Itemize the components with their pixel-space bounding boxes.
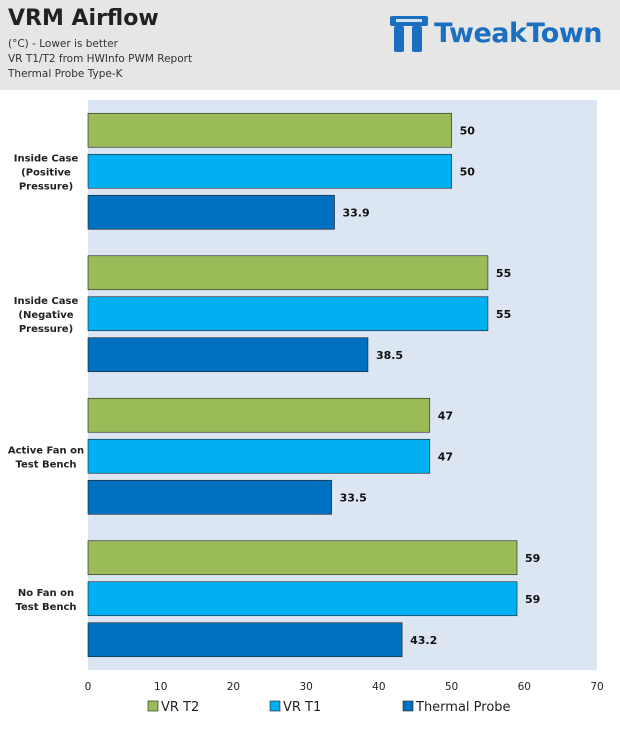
category-label: Pressure): [19, 324, 73, 335]
x-tick-label: 70: [590, 681, 603, 693]
category-label: Test Bench: [15, 602, 76, 613]
subtitle-line-2: VR T1/T2 from HWInfo PWM Report: [8, 53, 193, 65]
bar-vr-t2-0: [87, 112, 452, 148]
legend-swatch-vr-t2: [147, 700, 159, 712]
bar-vr-t1-0: [87, 153, 452, 189]
chart-header: VRM Airflow (°C) - Lower is better VR T1…: [0, 0, 620, 90]
value-label: 55: [496, 308, 511, 321]
bar-thermal-probe-2: [87, 479, 332, 515]
bar-vr-t1-2: [87, 438, 431, 474]
bar-vr-t1-1: [87, 296, 489, 332]
tweaktown-logo: TweakTown: [388, 12, 602, 54]
tweaktown-logo-icon: [388, 12, 430, 54]
category-label: (Positive: [21, 167, 71, 178]
value-label: 50: [460, 165, 476, 178]
legend-swatch-thermal-probe: [402, 700, 414, 712]
x-tick-label: 30: [299, 681, 312, 693]
value-label: 38.5: [376, 349, 403, 362]
value-label: 33.5: [340, 491, 367, 504]
category-label: No Fan on: [18, 588, 74, 599]
legend-label: Thermal Probe: [415, 700, 511, 715]
bar-thermal-probe-3: [87, 622, 403, 658]
category-label: Test Bench: [15, 459, 76, 470]
x-tick-label: 50: [445, 681, 458, 693]
value-label: 47: [438, 450, 453, 463]
x-tick-label: 40: [372, 681, 385, 693]
subtitle-line-1: (°C) - Lower is better: [8, 38, 118, 50]
chart-title: VRM Airflow: [8, 6, 159, 31]
legend-swatch-vr-t1: [269, 700, 281, 712]
value-label: 59: [525, 552, 540, 565]
tweaktown-logo-text: TweakTown: [434, 17, 602, 49]
value-label: 59: [525, 593, 540, 606]
x-tick-label: 10: [154, 681, 167, 693]
bar-thermal-probe-1: [87, 337, 369, 373]
category-label: Pressure): [19, 181, 73, 192]
bar-vr-t2-2: [87, 397, 431, 433]
subtitle-line-3: Thermal Probe Type-K: [8, 68, 123, 80]
category-label: (Negative: [18, 310, 73, 321]
value-label: 33.9: [343, 206, 370, 219]
value-label: 50: [460, 124, 476, 137]
category-label: Active Fan on: [8, 445, 84, 456]
bar-thermal-probe-0: [87, 194, 335, 230]
bar-vr-t2-3: [87, 540, 518, 576]
legend-label: VR T2: [161, 700, 199, 715]
x-tick-label: 0: [85, 681, 92, 693]
legend-label: VR T1: [283, 700, 321, 715]
category-label: Inside Case: [14, 153, 79, 164]
x-tick-label: 20: [227, 681, 240, 693]
x-tick-label: 60: [518, 681, 531, 693]
value-label: 55: [496, 267, 511, 280]
value-label: 47: [438, 409, 453, 422]
bar-vr-t2-1: [87, 255, 489, 291]
bar-vr-t1-3: [87, 581, 518, 617]
value-label: 43.2: [410, 634, 437, 647]
category-label: Inside Case: [14, 296, 79, 307]
